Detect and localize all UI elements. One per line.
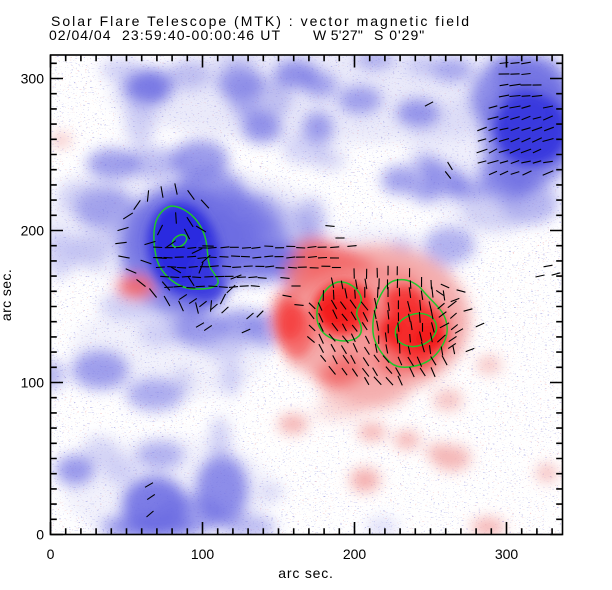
- svg-text:arc sec.: arc sec.: [0, 269, 14, 321]
- svg-text:arc sec.: arc sec.: [278, 565, 333, 581]
- svg-text:300: 300: [21, 71, 45, 87]
- svg-text:W 5'27": W 5'27": [313, 27, 363, 43]
- svg-text:02/04/04: 02/04/04: [49, 27, 112, 43]
- svg-text:23:59:40-00:00:46 UT: 23:59:40-00:00:46 UT: [122, 27, 281, 43]
- svg-text:200: 200: [21, 223, 45, 239]
- svg-text:200: 200: [343, 546, 367, 562]
- svg-text:100: 100: [21, 375, 45, 391]
- svg-text:300: 300: [495, 546, 519, 562]
- svg-text:0: 0: [47, 546, 55, 562]
- svg-text:100: 100: [191, 546, 215, 562]
- svg-text:0: 0: [36, 527, 44, 543]
- svg-text:Solar Flare Telescope (MTK) :: Solar Flare Telescope (MTK) : vector mag…: [51, 13, 471, 29]
- svg-text:S 0'29": S 0'29": [374, 27, 425, 43]
